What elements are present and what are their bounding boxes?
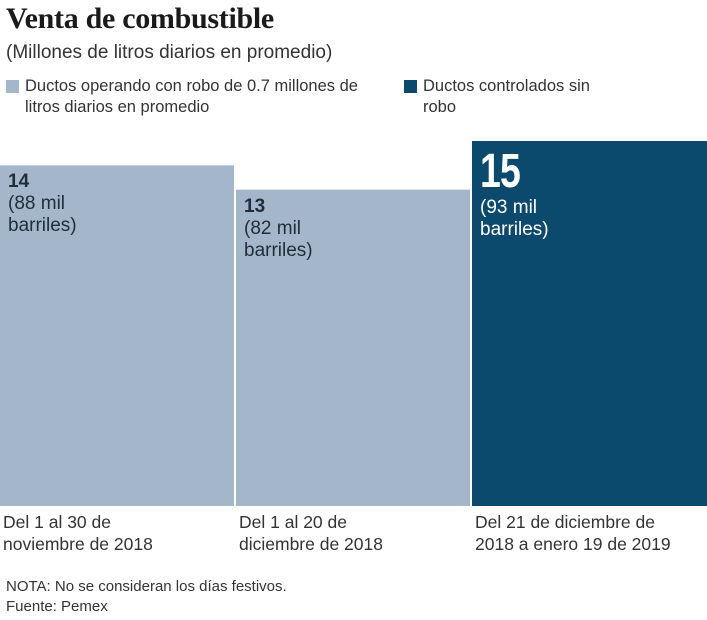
bar-value-noviembre: 14 bbox=[8, 171, 30, 193]
category-label-enero: Del 21 de diciembre de 2018 a enero 19 d… bbox=[475, 512, 671, 554]
legend-item-sin-robo: Ductos controlados sin robo bbox=[404, 76, 604, 118]
bar-noviembre bbox=[0, 165, 234, 507]
bar-diciembre bbox=[236, 189, 470, 506]
bar-label-diciembre: 13 (82 mil barriles) bbox=[244, 196, 462, 262]
source: Fuente: Pemex bbox=[6, 598, 108, 615]
bar-note-noviembre: (88 mil barriles) bbox=[8, 193, 77, 237]
chart-subtitle: (Millones de litros diarios en promedio) bbox=[6, 42, 333, 63]
bar-value-enero: 15 bbox=[480, 145, 521, 198]
bar-label-enero: 15 (93 mil barriles) bbox=[480, 147, 699, 241]
legend-swatch-dark bbox=[404, 80, 417, 93]
category-label-diciembre: Del 1 al 20 de diciembre de 2018 bbox=[239, 512, 383, 554]
bar-enero bbox=[472, 141, 707, 506]
bar-note-diciembre: (82 mil barriles) bbox=[244, 217, 313, 261]
legend-swatch-light bbox=[6, 80, 19, 93]
legend-label-sin-robo: Ductos controlados sin robo bbox=[423, 77, 590, 116]
bar-value-diciembre: 13 bbox=[244, 195, 266, 217]
legend-item-robo: Ductos operando con robo de 0.7 millones… bbox=[6, 76, 386, 118]
bar-note-enero: (93 mil barriles) bbox=[480, 197, 549, 240]
legend-label-robo: Ductos operando con robo de 0.7 millones… bbox=[25, 77, 358, 116]
chart-title: Venta de combustible bbox=[6, 2, 274, 35]
category-label-noviembre: Del 1 al 30 de noviembre de 2018 bbox=[3, 512, 153, 554]
bar-label-noviembre: 14 (88 mil barriles) bbox=[8, 171, 226, 237]
footnote: NOTA: No se consideran los días festivos… bbox=[6, 578, 287, 595]
